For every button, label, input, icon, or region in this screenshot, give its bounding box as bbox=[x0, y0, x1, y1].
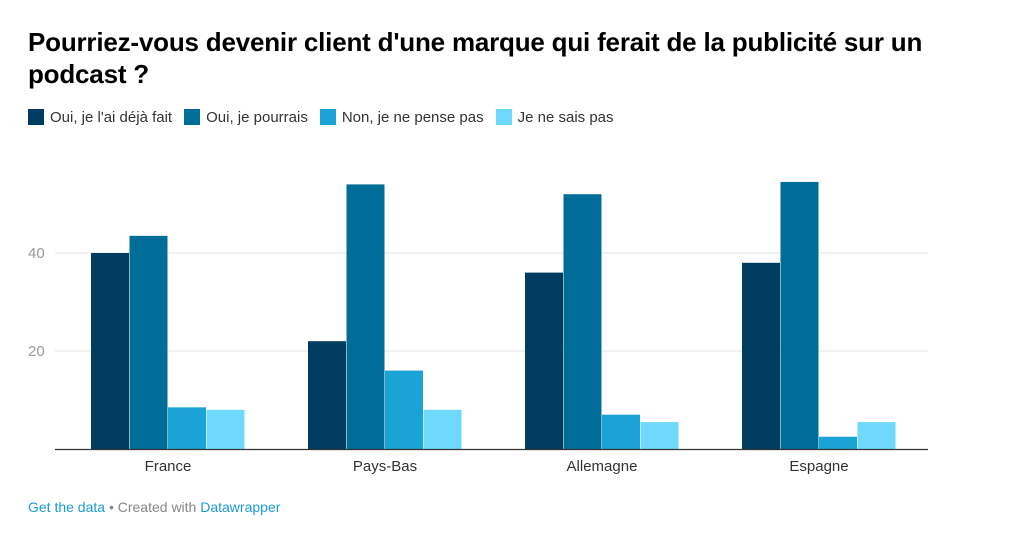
bar bbox=[819, 436, 857, 449]
bar bbox=[742, 262, 780, 449]
bar bbox=[423, 409, 462, 449]
bar bbox=[346, 184, 385, 449]
x-tick-label: France bbox=[145, 458, 192, 475]
bar bbox=[129, 235, 168, 449]
bar bbox=[206, 409, 245, 449]
footer: Get the data • Created with Datawrapper bbox=[28, 499, 280, 515]
bar bbox=[602, 414, 640, 449]
legend-label: Non, je ne pense pas bbox=[341, 108, 484, 126]
legend-swatch bbox=[495, 109, 512, 125]
bar bbox=[563, 194, 602, 449]
footer-separator: • Created with bbox=[105, 499, 201, 515]
legend-item-deja-fait: Oui, je l'ai déjà fait bbox=[28, 109, 172, 126]
bar bbox=[308, 341, 346, 449]
legend-label: Oui, je pourrais bbox=[206, 108, 308, 126]
bar bbox=[168, 407, 206, 449]
bar bbox=[91, 253, 129, 449]
bar bbox=[780, 181, 819, 449]
datawrapper-link[interactable]: Datawrapper bbox=[200, 499, 281, 515]
bar bbox=[385, 370, 423, 449]
legend-swatch bbox=[319, 109, 336, 125]
x-tick-label: Allemagne bbox=[567, 458, 638, 475]
legend-swatch bbox=[28, 109, 44, 125]
legend-swatch bbox=[184, 109, 201, 125]
legend-label: Oui, je l'ai déjà fait bbox=[50, 108, 173, 126]
bar bbox=[640, 422, 679, 449]
chart-title: Pourriez-vous devenir client d'une marqu… bbox=[28, 27, 923, 89]
y-tick-label: 40 bbox=[28, 245, 45, 262]
legend-item-ne-sais-pas: Je ne sais pas bbox=[495, 108, 614, 126]
legend-item-pourrais: Oui, je pourrais bbox=[184, 109, 308, 126]
x-tick-label: Espagne bbox=[789, 458, 848, 475]
legend-label: Je ne sais pas bbox=[517, 108, 614, 126]
bar bbox=[525, 272, 563, 449]
x-tick-label: Pays-Bas bbox=[353, 458, 417, 475]
legend-item-non: Non, je ne pense pas bbox=[319, 108, 484, 126]
legend: Oui, je l'ai déjà fait Oui, je pourrais … bbox=[28, 106, 626, 128]
bar bbox=[857, 422, 896, 449]
y-tick-label: 20 bbox=[28, 343, 45, 360]
get-the-data-link[interactable]: Get the data bbox=[28, 499, 106, 515]
